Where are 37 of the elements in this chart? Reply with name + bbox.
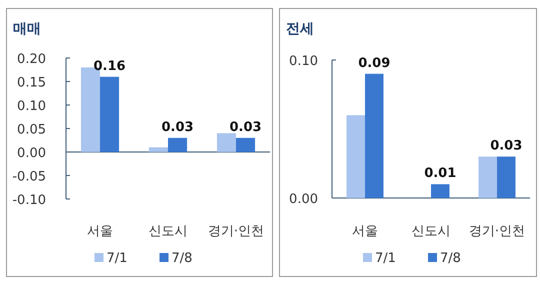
legend-label: 7/1 — [375, 251, 396, 266]
chart-title: 전세 — [286, 21, 314, 37]
y-tick-label: -0.10 — [12, 193, 46, 208]
legend-label: 7/8 — [440, 251, 461, 266]
data-label: 0.16 — [93, 58, 126, 74]
bar — [148, 147, 168, 152]
bar — [346, 115, 365, 198]
data-label: 0.03 — [161, 120, 194, 135]
y-tick-label: -0.05 — [12, 170, 46, 184]
y-tick-label: 0.10 — [289, 54, 318, 69]
y-tick-label: 0.05 — [17, 122, 46, 138]
x-tick-label: 경기·인천 — [468, 224, 526, 239]
bar — [497, 156, 516, 198]
y-tick-label: 0.10 — [17, 99, 46, 114]
x-tick-label: 신도시 — [412, 224, 450, 239]
y-tick-label: 0.00 — [289, 192, 318, 207]
x-tick-label: 서울 — [87, 224, 113, 239]
bar — [431, 184, 450, 198]
bar — [365, 74, 384, 198]
legend-label: 7/1 — [106, 251, 128, 266]
data-label: 0.01 — [424, 166, 456, 182]
bar — [216, 133, 236, 152]
bar — [168, 138, 188, 152]
bar — [100, 76, 120, 152]
data-label: 0.03 — [490, 138, 522, 154]
y-tick-label: 0.00 — [17, 146, 46, 161]
bar — [236, 138, 256, 152]
x-tick-label: 서울 — [352, 224, 378, 239]
legend-label: 7/8 — [172, 251, 192, 266]
x-tick-label: 경기·인천 — [208, 224, 264, 239]
bar — [478, 156, 497, 198]
y-tick-label: 0.20 — [17, 52, 46, 67]
chart-title: 매매 — [13, 21, 41, 37]
data-label: 0.03 — [229, 120, 262, 135]
y-tick-label: 0.15 — [17, 76, 46, 90]
data-label: 0.09 — [358, 56, 390, 71]
x-tick-label: 신도시 — [148, 224, 188, 239]
